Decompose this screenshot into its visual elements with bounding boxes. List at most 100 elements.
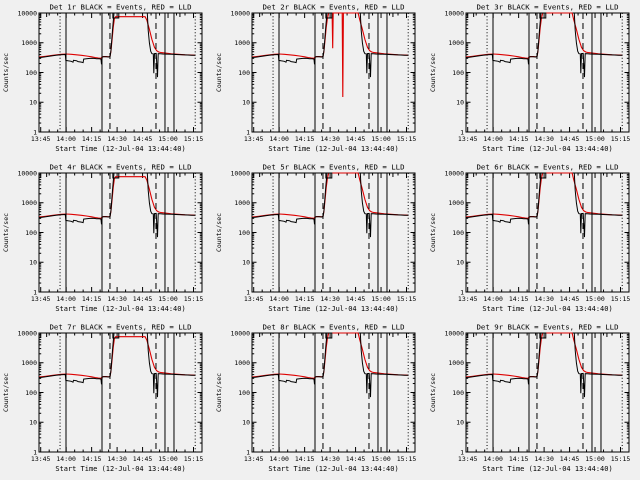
black-clip-mark <box>466 332 474 338</box>
black-clip-mark <box>392 12 400 18</box>
x-tick-label: 13:45 <box>458 455 478 463</box>
plot-box <box>465 332 630 453</box>
y-tick-label: 10 <box>29 99 37 107</box>
red-lld-line <box>465 332 622 379</box>
x-tick-label: 15:00 <box>372 295 392 303</box>
x-axis-label: Start Time (12-Jul-04 13:44:40) <box>269 465 399 473</box>
y-axis-label: Counts/sec <box>2 373 10 412</box>
x-tick-label: 13:45 <box>244 455 264 463</box>
x-axis-label: Start Time (12-Jul-04 13:44:40) <box>482 145 612 153</box>
red-lld-line <box>465 12 622 59</box>
y-tick-label: 1000 <box>448 199 464 207</box>
black-events-line <box>38 172 196 238</box>
plot-box <box>465 172 630 293</box>
y-tick-label: 10000 <box>444 330 464 338</box>
black-clip-mark <box>40 172 48 178</box>
x-tick-label: 14:30 <box>321 135 341 143</box>
x-tick-label: 14:30 <box>321 295 341 303</box>
y-tick-label: 1 <box>460 128 464 136</box>
x-axis-label: Start Time (12-Jul-04 13:44:40) <box>482 465 612 473</box>
y-tick-label: 100 <box>452 69 464 77</box>
y-tick-label: 10000 <box>231 170 251 178</box>
y-axis-label: Counts/sec <box>2 53 10 92</box>
x-tick-label: 13:45 <box>31 135 51 143</box>
x-tick-label: 14:15 <box>295 295 315 303</box>
x-tick-label: 15:15 <box>397 135 417 143</box>
y-axis-label: Counts/sec <box>2 213 10 252</box>
black-events-line <box>252 172 409 238</box>
x-tick-label: 14:30 <box>534 295 554 303</box>
red-lld-line <box>38 16 196 59</box>
y-axis-label: Counts/sec <box>429 373 437 412</box>
panel-title: Det 6r BLACK = Events, RED = LLD <box>476 163 618 172</box>
black-clip-mark <box>112 12 120 19</box>
y-tick-label: 1 <box>33 448 37 456</box>
x-tick-label: 14:45 <box>346 135 366 143</box>
plot-svg-det-6r: 13:45 14:00 14:15 14:30 14:45 15:00 15:15 1 10 10… <box>429 163 630 313</box>
y-tick-label: 10 <box>456 99 464 107</box>
plot-svg-det-2r: 13:45 14:00 14:15 14:30 14:45 15:00 15:15 1 10 10… <box>215 3 417 153</box>
y-tick-label: 1 <box>246 448 250 456</box>
panel-title: Det 8r BLACK = Events, RED = LLD <box>263 323 405 332</box>
red-lld-line <box>252 172 409 219</box>
black-clip-mark <box>253 12 261 18</box>
panel-title: Det 5r BLACK = Events, RED = LLD <box>263 163 405 172</box>
black-events-line <box>38 12 196 78</box>
chart-panel: 13:45 14:00 14:15 14:30 14:45 15:00 15:15 1 10 10… <box>213 320 426 480</box>
plot-svg-det-4r: 13:45 14:00 14:15 14:30 14:45 15:00 15:15 1 10 10… <box>2 163 203 313</box>
y-tick-label: 10 <box>29 419 37 427</box>
x-tick-label: 14:45 <box>346 295 366 303</box>
chart-panel: 13:45 14:00 14:15 14:30 14:45 15:00 15:15 1 10 10… <box>427 160 640 320</box>
x-axis-label: Start Time (12-Jul-04 13:44:40) <box>482 305 612 313</box>
y-tick-label: 100 <box>25 69 37 77</box>
panel-title: Det 9r BLACK = Events, RED = LLD <box>476 323 618 332</box>
black-clip-mark <box>253 172 261 178</box>
black-clip-mark <box>539 172 546 179</box>
x-tick-label: 15:15 <box>397 455 417 463</box>
y-tick-label: 100 <box>452 389 464 397</box>
x-tick-label: 14:45 <box>559 135 579 143</box>
y-tick-label: 1000 <box>235 39 251 47</box>
black-clip-mark <box>466 12 474 18</box>
black-clip-mark <box>112 332 120 339</box>
y-tick-label: 1 <box>460 288 464 296</box>
x-tick-label: 14:15 <box>82 295 102 303</box>
x-tick-label: 15:00 <box>158 135 178 143</box>
y-tick-label: 10000 <box>444 170 464 178</box>
x-tick-label: 14:00 <box>56 135 76 143</box>
plot-box <box>38 332 203 453</box>
plot-box <box>38 12 203 133</box>
y-axis-label: Counts/sec <box>215 53 223 92</box>
plot-box <box>251 172 416 293</box>
x-tick-label: 15:00 <box>372 455 392 463</box>
x-tick-label: 13:45 <box>31 455 51 463</box>
y-tick-label: 1000 <box>448 359 464 367</box>
x-tick-label: 13:45 <box>244 135 264 143</box>
y-tick-label: 10000 <box>231 10 251 18</box>
y-tick-label: 100 <box>239 69 251 77</box>
black-clip-mark <box>606 12 613 18</box>
red-lld-line <box>38 336 196 379</box>
x-tick-label: 13:45 <box>458 295 478 303</box>
black-clip-mark <box>179 332 186 338</box>
y-tick-label: 10 <box>456 419 464 427</box>
black-clip-mark <box>253 332 261 338</box>
y-tick-label: 100 <box>25 229 37 237</box>
plot-svg-det-1r: 13:45 14:00 14:15 14:30 14:45 15:00 15:15 1 10 10… <box>2 3 203 153</box>
x-tick-label: 15:00 <box>585 295 605 303</box>
x-tick-label: 14:00 <box>56 295 76 303</box>
y-tick-label: 1000 <box>21 199 37 207</box>
x-tick-label: 14:30 <box>534 135 554 143</box>
y-tick-label: 1 <box>460 448 464 456</box>
black-clip-mark <box>392 172 400 178</box>
x-tick-label: 14:00 <box>270 295 290 303</box>
chart-panel: 13:45 14:00 14:15 14:30 14:45 15:00 15:15 1 10 10… <box>213 0 426 160</box>
y-axis-label: Counts/sec <box>215 213 223 252</box>
x-tick-label: 14:00 <box>270 135 290 143</box>
x-tick-label: 14:30 <box>107 455 127 463</box>
x-axis-label: Start Time (12-Jul-04 13:44:40) <box>55 145 185 153</box>
plot-svg-det-7r: 13:45 14:00 14:15 14:30 14:45 15:00 15:15 1 10 10… <box>2 323 203 473</box>
x-tick-label: 14:15 <box>509 135 529 143</box>
y-tick-label: 1000 <box>21 359 37 367</box>
